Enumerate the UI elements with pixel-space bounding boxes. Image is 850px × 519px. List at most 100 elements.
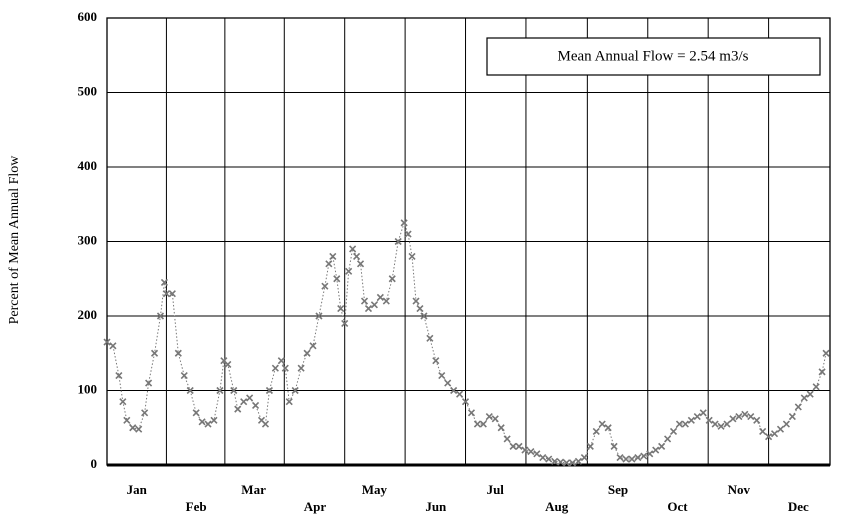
- x-tick-label: Oct: [667, 499, 688, 514]
- flow-marker: [622, 455, 630, 463]
- annotation: Mean Annual Flow = 2.54 m3/s: [558, 48, 749, 64]
- flow-marker: [551, 457, 559, 465]
- flow-marker: [806, 390, 814, 398]
- x-tick-label: Sep: [608, 482, 628, 497]
- flow-marker: [168, 290, 176, 298]
- x-tick-label: Apr: [304, 499, 327, 514]
- flow-marker: [198, 418, 206, 426]
- flow-marker: [230, 386, 238, 395]
- flow-marker: [337, 304, 345, 313]
- flow-marker: [539, 453, 547, 462]
- flow-marker: [315, 312, 323, 320]
- flow-marker: [687, 416, 695, 424]
- x-tick-label: Jul: [487, 482, 505, 497]
- x-tick-label: Nov: [728, 482, 751, 497]
- flow-marker: [509, 442, 517, 450]
- flow-marker: [646, 450, 654, 458]
- flow-marker: [747, 413, 755, 421]
- flow-marker: [277, 357, 285, 365]
- flow-line: [106, 221, 827, 464]
- flow-marker: [420, 312, 428, 320]
- flow-marker: [412, 297, 420, 305]
- x-tick-label: Aug: [545, 499, 569, 514]
- flow-marker: [285, 398, 293, 406]
- flow-marker: [610, 442, 618, 450]
- flow-marker: [586, 442, 594, 450]
- flow-marker: [628, 455, 636, 463]
- flow-marker: [450, 386, 458, 395]
- flow-marker: [527, 448, 535, 456]
- flow-marker: [135, 425, 143, 433]
- flow-marker: [141, 409, 149, 417]
- flow-marker: [675, 420, 684, 428]
- flow-marker: [160, 278, 169, 287]
- flow-marker: [444, 379, 452, 387]
- flow-marker: [432, 357, 440, 365]
- flow-marker: [119, 398, 127, 406]
- x-tick-label: Feb: [186, 499, 207, 514]
- flow-marker: [574, 457, 583, 465]
- flow-marker: [467, 409, 476, 417]
- flow-marker: [592, 427, 600, 436]
- flow-marker: [150, 349, 159, 357]
- flow-marker: [533, 450, 541, 458]
- flow-marker: [461, 398, 470, 406]
- flow-marker: [192, 409, 200, 417]
- flow-marker: [341, 319, 349, 328]
- flow-marker: [753, 416, 761, 424]
- flow-marker: [394, 237, 402, 246]
- flow-marker: [103, 338, 111, 346]
- flow-marker: [329, 252, 337, 260]
- y-tick-label: 0: [91, 456, 98, 471]
- flow-marker: [818, 368, 826, 376]
- x-tick-label: Jun: [425, 499, 447, 514]
- x-tick-label: Dec: [788, 499, 809, 514]
- flow-marker: [325, 260, 333, 268]
- flow-marker: [251, 401, 260, 409]
- flow-marker: [416, 304, 424, 313]
- flow-marker: [186, 386, 194, 395]
- flow-marker: [426, 334, 434, 342]
- flow-marker: [669, 427, 678, 436]
- flow-marker: [408, 252, 416, 260]
- x-tick-label: Mar: [241, 482, 266, 497]
- flow-marker: [353, 252, 361, 260]
- flow-marker: [370, 301, 378, 309]
- flow-marker: [765, 433, 773, 441]
- flow-marker: [271, 364, 279, 372]
- flow-marker: [246, 394, 254, 402]
- y-tick-label: 300: [78, 232, 98, 247]
- flow-marker: [404, 230, 412, 238]
- flow-marker: [705, 416, 713, 424]
- flow-marker: [123, 416, 131, 424]
- flow-marker: [156, 312, 165, 320]
- flow-marker: [438, 372, 446, 380]
- flow-marker: [321, 282, 329, 290]
- flow-marker: [770, 430, 779, 438]
- flow-marker: [634, 453, 642, 462]
- flow-marker: [776, 425, 785, 433]
- flow-marker: [297, 364, 305, 372]
- flow-marker: [729, 415, 737, 423]
- flow-marker: [479, 420, 487, 428]
- flow-marker: [309, 342, 317, 350]
- flow-marker: [240, 398, 248, 406]
- flow-marker: [759, 427, 767, 436]
- flow-marker: [349, 245, 357, 253]
- flow-marker: [741, 410, 749, 418]
- flow-marker: [652, 446, 660, 454]
- flow-marker: [291, 386, 299, 395]
- flow-marker: [281, 364, 289, 372]
- flow-marker: [711, 420, 719, 428]
- flow-marker: [204, 420, 212, 428]
- flow-marker: [497, 424, 505, 432]
- flow-marker: [562, 459, 571, 467]
- flow-marker: [400, 219, 408, 227]
- flow-marker: [545, 455, 553, 463]
- flow-marker: [345, 267, 353, 275]
- flow-marker: [822, 349, 830, 357]
- flow-marker: [180, 372, 188, 380]
- flow-marker: [491, 415, 499, 423]
- y-tick-label: 100: [78, 381, 98, 396]
